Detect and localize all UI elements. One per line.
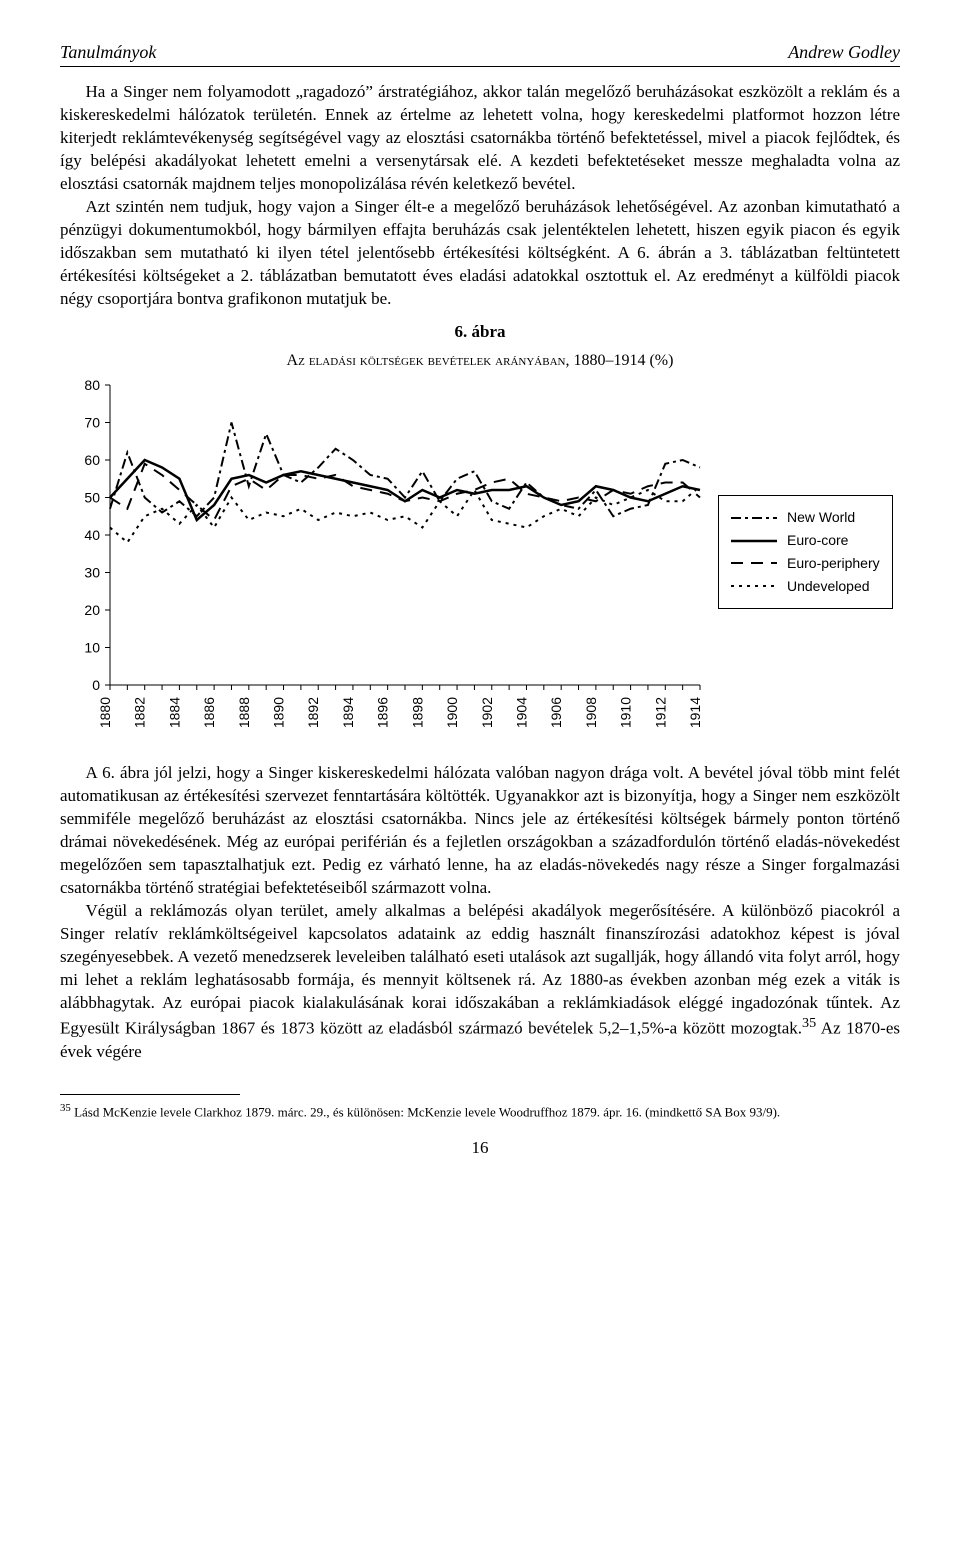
svg-text:1914: 1914: [687, 697, 703, 728]
footnote-rule: [60, 1094, 240, 1095]
legend-item: Undeveloped: [731, 577, 880, 596]
legend-label: Euro-core: [787, 531, 848, 550]
svg-text:1900: 1900: [444, 697, 460, 728]
svg-text:1882: 1882: [132, 697, 148, 728]
paragraph-1: Ha a Singer nem folyamodott „ragadozó” á…: [60, 81, 900, 196]
svg-text:1888: 1888: [236, 697, 252, 728]
legend-item: Euro-periphery: [731, 554, 880, 573]
figure-caption: Az eladási költségek bevételek arányában…: [60, 350, 900, 372]
paragraph-2: Azt szintén nem tudjuk, hogy vajon a Sin…: [60, 196, 900, 311]
svg-text:1892: 1892: [305, 697, 321, 728]
page-number: 16: [60, 1137, 900, 1160]
svg-text:1908: 1908: [583, 697, 599, 728]
svg-text:1886: 1886: [201, 697, 217, 728]
svg-text:1906: 1906: [548, 697, 564, 728]
footnote-text: Lásd McKenzie levele Clarkhoz 1879. márc…: [74, 1104, 780, 1119]
chart-container: 0 10 20 30 40 50 60 70 80 1880 1882 1884 1886 1888 189…: [60, 375, 900, 762]
svg-text:70: 70: [84, 415, 100, 431]
paragraph-3: A 6. ábra jól jelzi, hogy a Singer kiske…: [60, 762, 900, 900]
svg-text:50: 50: [84, 490, 100, 506]
header-right: Andrew Godley: [788, 40, 900, 64]
legend-item: Euro-core: [731, 531, 880, 550]
footnote-num: 35: [60, 1102, 71, 1114]
footnote-ref-35: 35: [802, 1015, 816, 1031]
svg-text:1884: 1884: [166, 697, 182, 728]
svg-text:1902: 1902: [479, 697, 495, 728]
svg-text:1880: 1880: [97, 697, 113, 728]
figure-number: 6. ábra: [60, 321, 900, 344]
svg-text:1912: 1912: [652, 697, 668, 728]
figure-title-block: 6. ábra: [60, 321, 900, 344]
svg-text:20: 20: [84, 602, 100, 618]
legend-label: Undeveloped: [787, 577, 870, 596]
legend-item: New World: [731, 508, 880, 527]
paragraph-4a: Végül a reklámozás olyan terület, amely …: [60, 901, 900, 1038]
svg-text:1894: 1894: [340, 697, 356, 728]
svg-text:1896: 1896: [375, 697, 391, 728]
chart-legend: New World Euro-core Euro-periphery Undevelo…: [718, 495, 893, 609]
svg-text:10: 10: [84, 640, 100, 656]
svg-text:40: 40: [84, 527, 100, 543]
footnote-35: 35 Lásd McKenzie levele Clarkhoz 1879. m…: [76, 1101, 900, 1121]
svg-text:0: 0: [92, 677, 100, 693]
paragraph-4: Végül a reklámozás olyan terület, amely …: [60, 900, 900, 1064]
legend-label: Euro-periphery: [787, 554, 880, 573]
svg-text:1890: 1890: [271, 697, 287, 728]
header-left: Tanulmányok: [60, 40, 156, 64]
svg-text:1898: 1898: [409, 697, 425, 728]
svg-text:60: 60: [84, 452, 100, 468]
svg-text:30: 30: [84, 565, 100, 581]
svg-text:1904: 1904: [513, 697, 529, 728]
svg-text:1910: 1910: [618, 697, 634, 728]
svg-text:80: 80: [84, 377, 100, 393]
page-header: Tanulmányok Andrew Godley: [60, 40, 900, 67]
legend-label: New World: [787, 508, 855, 527]
